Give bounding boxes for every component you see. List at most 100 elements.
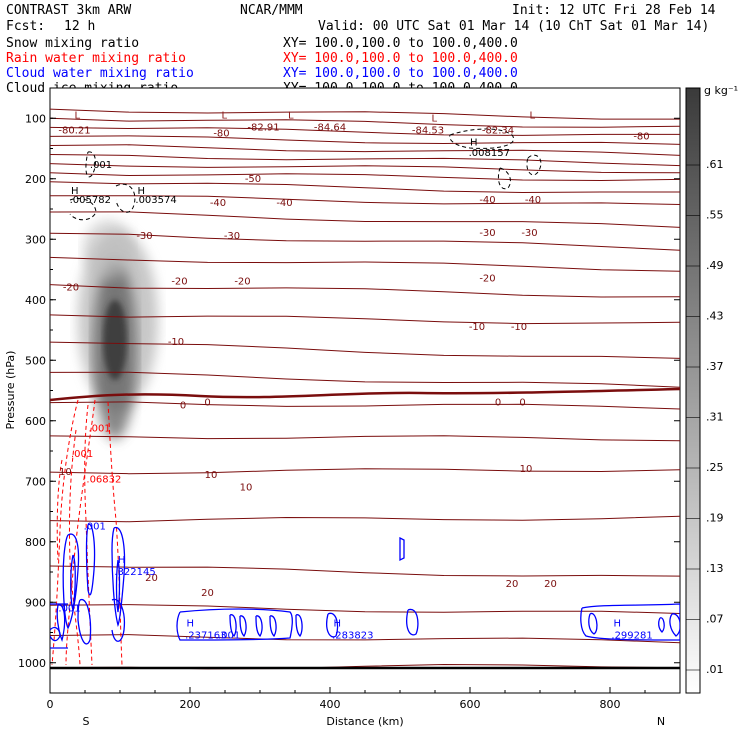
mixing-ratio-label: .008157 [469,148,510,159]
extrema-markers: L L L L L H H H H H H H [71,110,621,629]
temperature-contour-line [50,468,680,475]
mixing-ratio-label: .001 [89,424,111,435]
temperature-label: -50 [245,174,261,185]
temperature-label: 10 [59,467,72,478]
temperature-label: -20 [63,283,79,294]
model-title: CONTRAST 3km ARW [6,3,131,18]
extremum-marker: H [71,186,79,197]
cloud-water-contours [50,523,680,649]
colorbar-level: .25 [706,461,724,474]
fcst-value: 12 h [64,19,95,34]
temperature-label: -10 [168,337,184,348]
temperature-label: -20 [234,277,250,288]
temperature-label: -82.34 [482,125,514,136]
temperature-contour-line [50,154,680,167]
x-axis: 0 200 400 600 800 [47,687,681,711]
temperature-contour-line [50,172,680,182]
temperature-contour-line [50,314,680,325]
colorbar-level: .13 [706,562,724,575]
temperature-label: 20 [145,573,158,584]
temperature-label: 0 [180,401,186,412]
cloud-ice-contours [69,128,542,221]
colorbar-level: .07 [706,613,724,626]
temperature-label: -40 [210,198,226,209]
temperature-label: -80.21 [58,125,90,136]
temperature-contour-line [50,195,680,205]
extremum-marker: L [432,113,438,124]
y-tick-label: 200 [25,173,46,186]
temperature-contour-line [50,126,680,136]
temperature-label: -30 [521,228,537,239]
extremum-marker: H [118,555,126,566]
colorbar-level: .61 [706,158,724,171]
mixing-ratio-label: .237163 [185,631,226,642]
extremum-marker: H [614,618,622,629]
temperature-contour-line [50,515,680,523]
field-xy-cloud-water: XY= 100.0,100.0 to 100.0,400.0 [283,66,518,81]
temperature-contour-line [50,565,680,577]
field-xy-snow: XY= 100.0,100.0 to 100.0,400.0 [283,36,518,51]
y-axis-label: Pressure (hPa) [4,351,17,430]
mixing-ratio-label: .322145 [114,567,155,578]
temperature-contour-line [50,181,680,194]
field-name-cloud-water: Cloud water mixing ratio [6,66,194,81]
temperature-label: -10 [469,322,485,333]
y-tick-label: 400 [25,294,46,307]
temperature-label: -40 [525,195,541,206]
temperature-label: -84.53 [412,125,444,136]
temperature-contour-line [50,435,680,442]
colorbar-level: .55 [706,209,724,222]
snow-shading [78,220,158,440]
extremum-marker: L [288,110,294,121]
x-tick-label: 600 [460,698,481,711]
temperature-contour-line [50,634,680,644]
y-tick-label: 800 [25,536,46,549]
temperature-label: 20 [544,579,557,590]
y-tick-label: 700 [25,475,46,488]
colorbar-level: .43 [706,310,724,323]
temperature-label: 0 [204,398,210,409]
temperature-contour-line [50,163,680,174]
y-tick-label: 500 [25,354,46,367]
y-tick-label: 900 [25,596,46,609]
colorbar-level: .19 [706,512,724,525]
mixing-ratio-label: .299281 [611,631,652,642]
temperature-label: 0 [495,398,501,409]
extremum-marker: L [222,110,228,121]
colorbar-level: .49 [706,259,724,272]
temperature-label: -80 [213,128,229,139]
colorbar-level: .01 [706,663,724,676]
temperature-label: -40 [276,198,292,209]
temperature-label: 20 [201,588,214,599]
temperature-contour-line [50,232,680,251]
field-name-rain: Rain water mixing ratio [6,51,186,66]
temperature-label: -30 [479,228,495,239]
temperature-contour-line [50,108,680,120]
temperature-contour-line [50,117,680,128]
temperature-contour-line [50,256,680,272]
y-tick-label: 1000 [18,657,46,670]
init-time: Init: 12 UTC Fri 28 Feb 14 [512,3,716,18]
temperature-label: -20 [171,277,187,288]
extremum-marker: L [530,110,536,121]
x-axis-label: Distance (km) [326,715,403,728]
temperature-contour-line [50,144,680,156]
y-tick-label: 300 [25,233,46,246]
mixing-ratio-label: .001 [84,522,106,533]
x-tick-label: 800 [600,698,621,711]
x-axis-start-label: S [83,715,90,728]
y-tick-label: 600 [25,415,46,428]
temperature-contour-line [50,604,680,614]
freezing-level-contour [50,387,680,402]
temperature-label: -10 [511,322,527,333]
temperature-contour-line [50,211,680,228]
temperature-label: -20 [479,274,495,285]
extremum-marker: L [75,110,81,121]
temperature-label: -30 [224,231,240,242]
temperature-contour-line [50,135,680,145]
temperature-label: 0 [519,398,525,409]
temperature-contour-line [50,401,680,410]
temperature-contour-line [50,341,680,359]
